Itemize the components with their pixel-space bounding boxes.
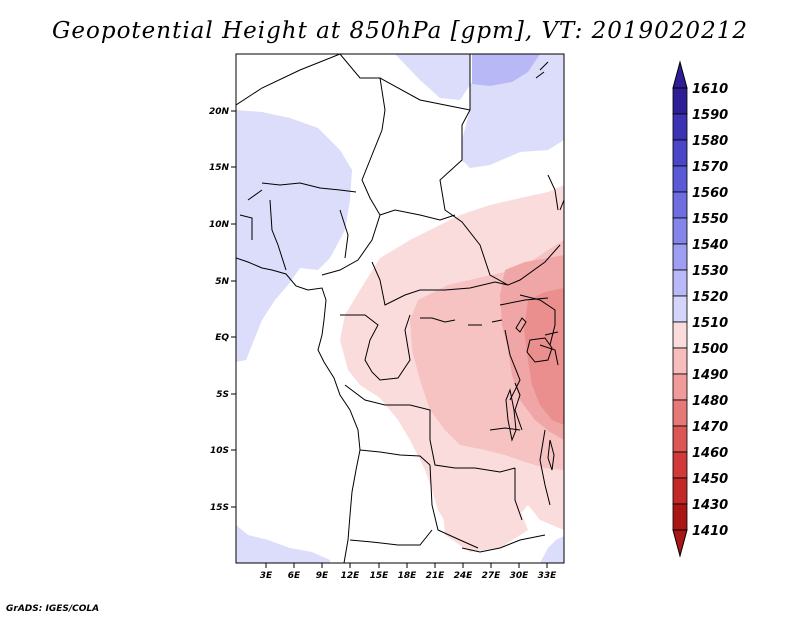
height-field: [236, 54, 564, 563]
colorbar-label: 1460: [692, 446, 728, 461]
colorbar-label: 1560: [692, 186, 728, 201]
colorbar-min-arrow: [672, 529, 688, 558]
lon-label: 3E: [260, 571, 273, 581]
colorbar-box: [672, 269, 688, 297]
colorbar-label: 1450: [692, 472, 728, 487]
colorbar-label: 1580: [692, 134, 728, 149]
contour-1500-south: [440, 470, 528, 552]
colorbar-box: [672, 321, 688, 349]
contour-1520-north: [395, 54, 564, 168]
colorbar-box: [672, 347, 688, 375]
colorbar-label: 1520: [692, 290, 728, 305]
lat-label: 5N: [215, 277, 229, 287]
contour-1520-west: [236, 110, 352, 362]
lon-label: 21E: [426, 571, 446, 581]
colorbar-box: [672, 373, 688, 401]
colorbar-box: [672, 295, 688, 323]
lon-label: 12E: [341, 571, 361, 581]
lon-label: 6E: [288, 571, 301, 581]
colorbar-label: 1510: [692, 316, 728, 331]
colorbar-box: [672, 399, 688, 427]
grads-credit: GrADS: IGES/COLA: [6, 604, 100, 614]
colorbar-label: 1470: [692, 420, 728, 435]
colorbar-label: 1500: [692, 342, 728, 357]
lon-label: 15E: [370, 571, 390, 581]
colorbar-box: [672, 191, 688, 219]
contour-1520-se-corner: [540, 536, 564, 563]
lat-label: 10N: [209, 220, 230, 230]
colorbar-box: [672, 87, 688, 115]
colorbar-box: [672, 113, 688, 141]
colorbar: 1610 1590 1580 1570 1560 1550 1540 1530 1520 1510…: [672, 60, 728, 558]
lat-label: 10S: [210, 446, 229, 456]
lake-malawi: [547, 439, 555, 471]
colorbar-label: 1570: [692, 160, 728, 175]
lon-label: 18E: [398, 571, 418, 581]
colorbar-box: [672, 477, 688, 505]
colorbar-box: [672, 425, 688, 453]
colorbar-label: 1480: [692, 394, 728, 409]
colorbar-box: [672, 451, 688, 479]
lat-label: 15S: [210, 503, 229, 513]
lake-albert: [515, 317, 527, 333]
lat-label: 20N: [209, 107, 230, 117]
lake-tanganyika: [505, 388, 517, 442]
colorbar-label: 1550: [692, 212, 728, 227]
contour-1520-sw-corner: [236, 525, 330, 563]
coastline: [236, 257, 361, 563]
colorbar-label: 1490: [692, 368, 728, 383]
lat-label: 15N: [209, 163, 230, 173]
colorbar-box: [672, 217, 688, 245]
lon-label: 30E: [510, 571, 530, 581]
lon-label: 33E: [538, 571, 558, 581]
lon-axis: [265, 563, 548, 568]
contour-1530-north: [472, 54, 540, 86]
contour-1470: [524, 288, 564, 425]
colorbar-box: [672, 243, 688, 271]
lat-label: 5S: [216, 390, 229, 400]
lon-label: 9E: [316, 571, 329, 581]
colorbar-label: 1530: [692, 264, 728, 279]
colorbar-label: 1610: [692, 82, 728, 97]
colorbar-label: 1540: [692, 238, 728, 253]
lon-label: 27E: [482, 571, 502, 581]
colorbar-label: 1590: [692, 108, 728, 123]
map-title: Geopotential Height at 850hPa [gpm], VT:…: [52, 18, 748, 44]
colorbar-box: [672, 139, 688, 167]
colorbar-box: [672, 503, 688, 531]
borders: [236, 54, 564, 563]
colorbar-box: [672, 165, 688, 193]
lake-victoria: [526, 337, 553, 363]
colorbar-label: 1410: [692, 524, 728, 539]
river-congo: [420, 317, 503, 326]
lat-label: EQ: [215, 333, 229, 343]
colorbar-label: 1430: [692, 498, 728, 513]
map-frame: [235, 53, 565, 564]
lat-axis: [231, 110, 236, 508]
border-lines: [236, 54, 564, 553]
lon-label: 24E: [454, 571, 474, 581]
colorbar-max-arrow: [672, 60, 688, 89]
